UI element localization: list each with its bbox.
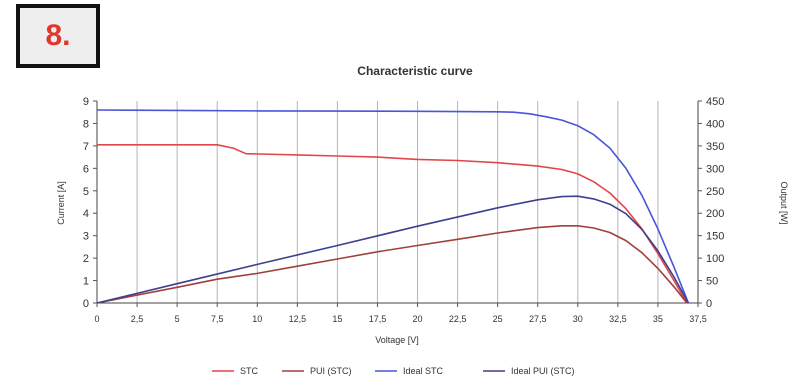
right-tick-label: 100: [706, 253, 724, 265]
x-tick-label: 35: [653, 314, 663, 324]
left-axis-label: Current [A]: [56, 181, 66, 225]
legend: STC PUI (STC) Ideal STC Ideal PUI (STC): [212, 366, 575, 376]
left-tick-label: 4: [83, 208, 89, 220]
legend-label-pui-stc: PUI (STC): [310, 366, 352, 376]
left-tick-label: 3: [83, 231, 89, 243]
legend-label-ideal-pui-stc: Ideal PUI (STC): [511, 366, 575, 376]
right-tick-label: 350: [706, 141, 724, 153]
right-tick-label: 150: [706, 231, 724, 243]
x-tick-label: 32,5: [609, 314, 627, 324]
x-tick-label: 22,5: [449, 314, 467, 324]
slide-number: 8.: [45, 19, 71, 52]
right-tick-label: 400: [706, 118, 724, 130]
series-line-ideal-stc: [96, 109, 690, 304]
right-tick-label: 300: [706, 163, 724, 175]
x-tick-label: 2,5: [131, 314, 144, 324]
series-line-pui-stc: [96, 225, 688, 304]
right-axis-ticks: 0 50 100 150 200 250 300 350 400 450: [698, 96, 724, 310]
left-axis-ticks: 0 1 2 3 4 5 6 7 8 9: [83, 96, 97, 310]
x-tick-label: 17,5: [369, 314, 387, 324]
left-tick-label: 2: [83, 253, 89, 265]
right-tick-label: 50: [706, 276, 718, 288]
left-tick-label: 1: [83, 276, 89, 288]
right-tick-label: 200: [706, 208, 724, 220]
x-tick-label: 25: [493, 314, 503, 324]
x-axis-ticks: 0 2,5 5 7,5 10 12,5 15 17,5 20 22,5 25 27,5 30 32,5 35…: [94, 303, 707, 324]
chart-title: Characteristic curve: [357, 64, 473, 78]
left-tick-label: 6: [83, 163, 89, 175]
right-tick-label: 450: [706, 96, 724, 108]
left-tick-label: 0: [83, 298, 89, 310]
x-tick-label: 0: [94, 314, 99, 324]
axes: [96, 101, 699, 304]
left-tick-label: 5: [83, 186, 89, 198]
x-tick-label: 5: [175, 314, 180, 324]
series-line-ideal-pui-stc: [96, 195, 690, 304]
x-axis-label: Voltage [V]: [375, 335, 419, 345]
left-tick-label: 8: [83, 118, 89, 130]
x-tick-label: 15: [332, 314, 342, 324]
series-lines: [96, 109, 690, 304]
grid-lines: [136, 101, 659, 303]
right-tick-label: 250: [706, 186, 724, 198]
x-tick-label: 7,5: [211, 314, 224, 324]
right-axis-label: Output [W]: [779, 181, 789, 224]
series-line-stc: [97, 144, 688, 304]
x-tick-label: 10: [252, 314, 262, 324]
x-tick-label: 37,5: [689, 314, 707, 324]
right-tick-label: 0: [706, 298, 712, 310]
x-tick-label: 30: [573, 314, 583, 324]
x-tick-label: 12,5: [289, 314, 307, 324]
x-tick-label: 20: [413, 314, 423, 324]
legend-label-stc: STC: [240, 366, 259, 376]
x-tick-label: 27,5: [529, 314, 547, 324]
legend-label-ideal-stc: Ideal STC: [403, 366, 444, 376]
left-tick-label: 9: [83, 96, 89, 108]
left-tick-label: 7: [83, 141, 89, 153]
slide-number-badge: 8.: [16, 4, 100, 68]
